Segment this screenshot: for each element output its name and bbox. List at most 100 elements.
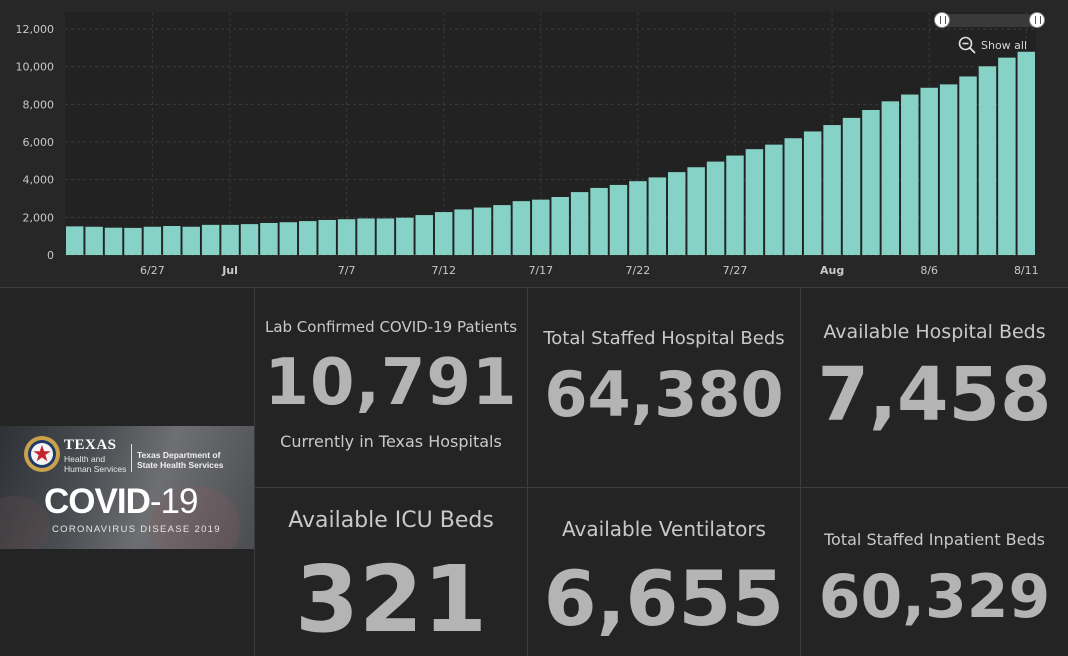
chart-panel: 0 2,000 4,000 6,000 8,000 10,000 12,000 6/27 Ju…: [0, 0, 1068, 287]
x-tick-label: 8/6: [920, 264, 938, 277]
tile-total-staffed-inpatient-beds: Total Staffed Inpatient Beds 60,329: [801, 488, 1068, 656]
tile-label: Lab Confirmed COVID-19 Patients: [264, 318, 518, 336]
bar-7/13[interactable]: [454, 209, 472, 255]
bar-7/20[interactable]: [590, 187, 608, 255]
bar-7/15[interactable]: [493, 205, 511, 255]
tile-lab-confirmed: Lab Confirmed COVID-19 Patients 10,791 C…: [255, 288, 527, 487]
logo-hhs-text: Health and Human Services: [64, 454, 127, 474]
covid-19-logo-banner: TEXAS Health and Human Services Texas De…: [0, 426, 254, 549]
tile-value: 321: [294, 546, 488, 653]
tile-value: 10,791: [264, 346, 518, 420]
x-tick-label: 8/11: [1014, 264, 1039, 277]
tile-available-hospital-beds: Available Hospital Beds 7,458: [801, 288, 1068, 487]
x-tick-label: 7/17: [528, 264, 553, 277]
logo-texas-text: TEXAS: [64, 437, 117, 453]
divider: [254, 288, 255, 656]
scrollbar-left-handle[interactable]: [934, 12, 950, 28]
bar-7/29[interactable]: [765, 144, 783, 255]
bar-6/29[interactable]: [182, 226, 200, 255]
x-tick-label: 7/12: [431, 264, 456, 277]
bar-8/6[interactable]: [920, 87, 938, 255]
bar-8/3[interactable]: [862, 109, 880, 255]
zoom-out-icon: [958, 36, 976, 54]
bar-7/4[interactable]: [279, 222, 298, 255]
logo-covid-title: COVID-19: [44, 482, 199, 522]
logo-covid-word: COVID: [44, 482, 151, 521]
bar-7/1[interactable]: [221, 224, 239, 255]
bar-7/14[interactable]: [473, 207, 492, 255]
bar-7/3[interactable]: [260, 222, 278, 255]
bar-6/25[interactable]: [104, 227, 123, 255]
y-tick-label: 8,000: [23, 98, 55, 111]
bar-8/9[interactable]: [978, 66, 997, 255]
scrollbar-right-handle[interactable]: [1029, 12, 1045, 28]
y-tick-label: 6,000: [23, 136, 55, 149]
tile-value: 6,655: [543, 554, 785, 643]
bar-6/26[interactable]: [124, 227, 142, 255]
bar-8/10[interactable]: [998, 57, 1016, 256]
tile-value: 60,329: [818, 562, 1051, 632]
y-tick-label: 0: [47, 249, 54, 262]
divider: [254, 487, 1068, 488]
x-tick-label: 6/27: [140, 264, 165, 277]
logo-covid-number: -19: [149, 482, 199, 521]
bar-7/6[interactable]: [318, 219, 336, 255]
bar-7/18[interactable]: [551, 196, 569, 255]
bar-7/7[interactable]: [337, 219, 356, 255]
bar-7/25[interactable]: [687, 167, 705, 255]
bar-8/11[interactable]: [1017, 51, 1036, 255]
tile-label: Available Hospital Beds: [823, 321, 1046, 343]
tile-label: Available ICU Beds: [288, 508, 494, 533]
tile-label: Total Staffed Inpatient Beds: [824, 530, 1045, 549]
bar-7/21[interactable]: [609, 184, 628, 255]
bar-6/24[interactable]: [85, 226, 103, 255]
bar-7/17[interactable]: [532, 199, 550, 255]
hospitalization-bar-chart: 0 2,000 4,000 6,000 8,000 10,000 12,000 6/27 Ju…: [16, 12, 1039, 277]
logo-dshs-text: Texas Department of State Health Service…: [137, 450, 224, 470]
bar-8/7[interactable]: [939, 84, 958, 256]
tile-available-icu-beds: Available ICU Beds 321: [255, 488, 527, 656]
bar-8/2[interactable]: [842, 117, 861, 255]
y-tick-label: 4,000: [23, 174, 55, 187]
bar-6/28[interactable]: [163, 225, 181, 255]
bar-6/30[interactable]: [201, 224, 220, 255]
show-all-button[interactable]: Show all: [958, 36, 1027, 54]
divider: [527, 288, 528, 656]
divider: [0, 287, 1068, 288]
bar-7/22[interactable]: [629, 181, 647, 255]
bar-7/23[interactable]: [648, 177, 667, 255]
tile-total-staffed-hospital-beds: Total Staffed Hospital Beds 64,380: [528, 288, 800, 487]
bar-7/9[interactable]: [376, 218, 395, 255]
logo-separator: [131, 444, 132, 472]
bar-7/5[interactable]: [299, 221, 317, 255]
texas-seal-icon: [24, 436, 60, 472]
bar-7/10[interactable]: [396, 217, 414, 255]
bar-7/26[interactable]: [706, 161, 725, 255]
bar-8/5[interactable]: [901, 94, 919, 255]
tile-label: Available Ventilators: [562, 517, 766, 541]
tile-sublabel: Currently in Texas Hospitals: [280, 432, 502, 451]
tile-value: 64,380: [544, 358, 784, 431]
divider: [800, 288, 801, 656]
bar-7/28[interactable]: [745, 149, 764, 255]
bar-6/23[interactable]: [65, 226, 84, 255]
chart-scrollbar[interactable]: [942, 14, 1037, 27]
bar-7/2[interactable]: [240, 224, 259, 255]
y-tick-label: 10,000: [16, 61, 55, 74]
bar-7/16[interactable]: [512, 201, 531, 255]
bar-8/1[interactable]: [823, 125, 841, 255]
bar-7/11[interactable]: [415, 215, 434, 255]
bar-8/4[interactable]: [881, 101, 900, 255]
bar-7/30[interactable]: [784, 138, 802, 255]
bar-7/12[interactable]: [434, 212, 453, 255]
x-tick-label: 7/22: [626, 264, 651, 277]
bar-7/27[interactable]: [726, 155, 744, 255]
bar-7/31[interactable]: [803, 131, 822, 255]
bar-7/8[interactable]: [357, 218, 375, 255]
bar-7/19[interactable]: [570, 192, 589, 255]
bar-8/8[interactable]: [959, 76, 977, 256]
tile-value: 7,458: [817, 352, 1052, 438]
bar-6/27[interactable]: [143, 226, 162, 255]
y-tick-label: 2,000: [23, 211, 55, 224]
bar-7/24[interactable]: [667, 172, 686, 255]
